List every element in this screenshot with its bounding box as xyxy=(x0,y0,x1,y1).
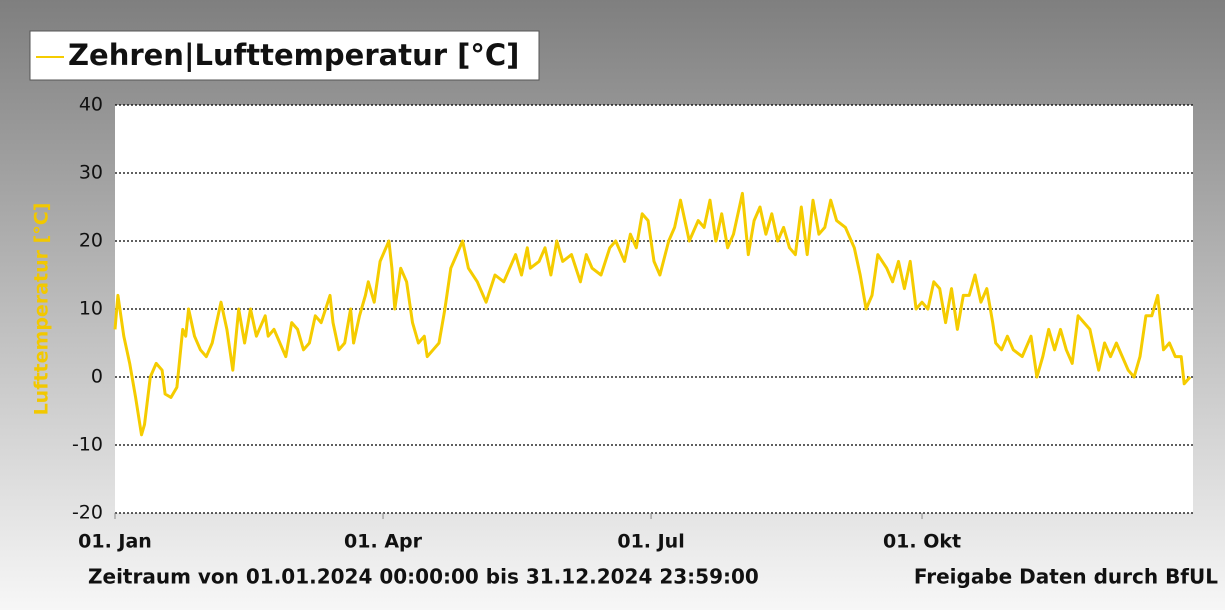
x-tick-label: 01. Apr xyxy=(344,531,423,553)
x-tick-label: 01. Jan xyxy=(78,531,152,553)
y-axis-label: Lufttemperatur [°C] xyxy=(31,203,53,416)
y-tick-label: 30 xyxy=(79,162,103,184)
y-tick-label: -10 xyxy=(72,434,103,456)
footer-source: Freigabe Daten durch BfUL xyxy=(914,565,1218,589)
y-tick-label: 0 xyxy=(91,366,103,388)
x-tick-label: 01. Okt xyxy=(883,531,961,553)
y-tick-label: 20 xyxy=(79,230,103,252)
footer-period: Zeitraum von 01.01.2024 00:00:00 bis 31.… xyxy=(88,565,759,589)
x-tick-label: 01. Jul xyxy=(617,531,684,553)
y-tick-label: -20 xyxy=(72,502,103,524)
plot-area xyxy=(115,105,1193,513)
legend xyxy=(29,30,540,81)
legend-label: Zehren|Lufttemperatur [°C] xyxy=(68,38,519,72)
y-tick-label: 40 xyxy=(79,94,103,116)
y-tick-label: 10 xyxy=(79,298,103,320)
temperature-line xyxy=(113,191,1192,437)
